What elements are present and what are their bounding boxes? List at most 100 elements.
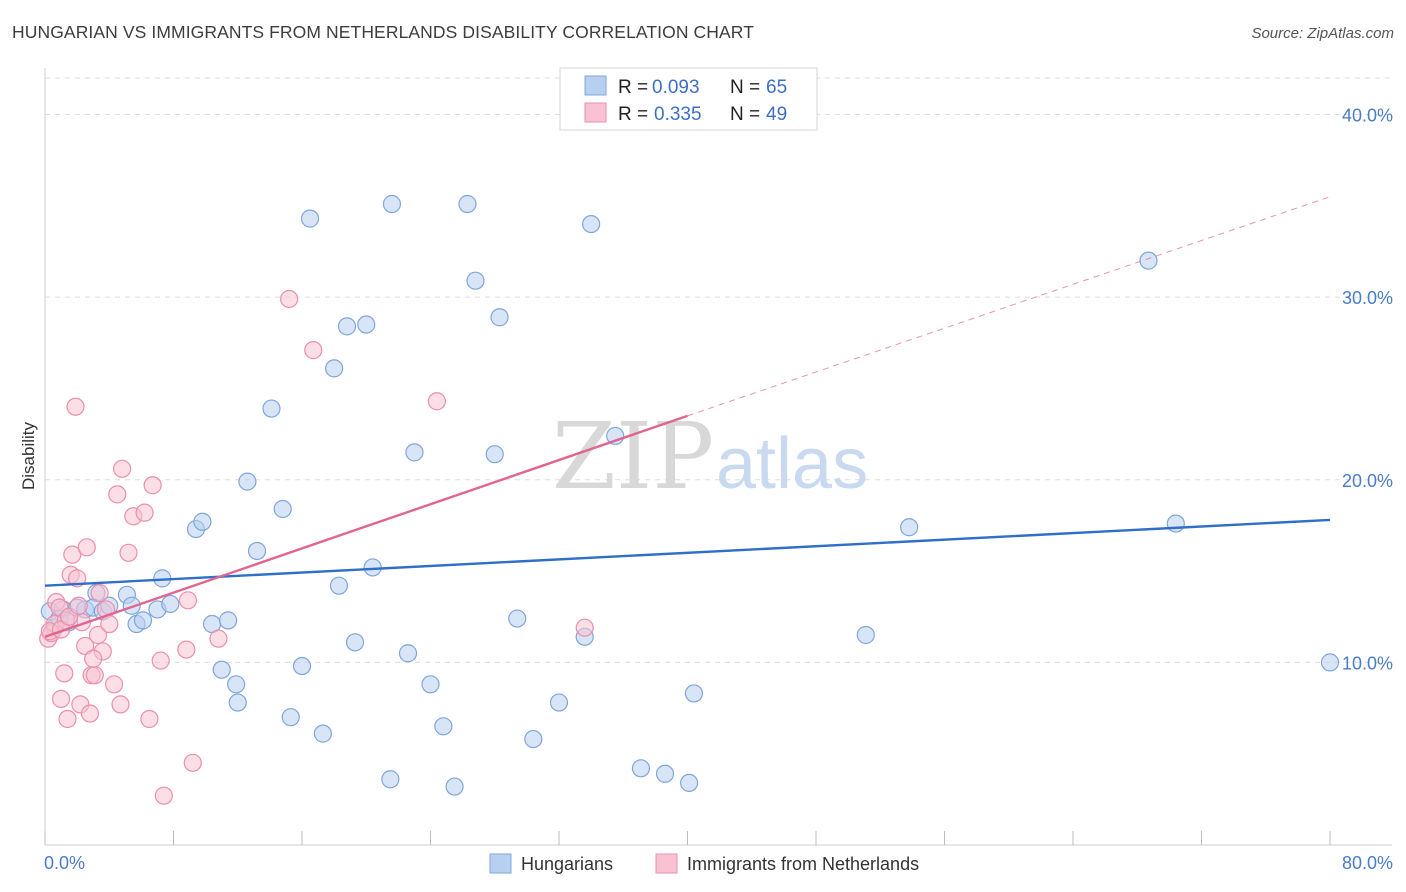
point-series0-59 (684, 684, 704, 703)
point-series1-15 (76, 636, 95, 656)
trend-line-netherlands (44, 414, 688, 638)
point-series0-31 (300, 209, 320, 228)
point-series1-37 (178, 591, 198, 610)
point-series0-36 (345, 633, 365, 652)
point-series0-35 (337, 317, 357, 336)
point-series1-39 (209, 629, 228, 648)
legend-n-value-2: 49 (766, 104, 787, 125)
point-series1-31 (135, 503, 154, 522)
point-series1-10 (63, 545, 82, 564)
legend-n-value-1: 65 (766, 77, 787, 98)
point-series1-19 (85, 666, 104, 685)
y-tick-label-3: 40.0% (1342, 106, 1393, 126)
legend: R = 0.093 N = 65 R = 0.335 N = 49 (559, 67, 818, 131)
point-series1-35 (151, 651, 170, 670)
y-tick-label-0: 10.0% (1342, 653, 1393, 673)
legend-n-label-1: N = (730, 77, 760, 98)
legend-r-label-1: R = (618, 77, 648, 98)
point-series0-47 (466, 271, 485, 290)
y-tick-label-2: 30.0% (1342, 288, 1393, 308)
point-series1-29 (119, 543, 138, 562)
point-series1-17 (80, 704, 100, 723)
point-series0-28 (273, 499, 292, 519)
point-series0-24 (228, 693, 247, 712)
point-series1-27 (111, 695, 130, 714)
watermark-atlas: atlas (716, 424, 868, 504)
point-series0-23 (227, 675, 246, 694)
point-series0-45 (445, 777, 464, 796)
y-axis-title: Disability (19, 421, 38, 490)
legend-n-label-2: N = (730, 104, 760, 125)
point-series0-52 (549, 693, 569, 712)
point-series1-25 (104, 675, 124, 694)
point-series0-54 (582, 214, 601, 234)
point-series0-14 (133, 611, 153, 630)
x-tick-label-0: 0.0% (44, 853, 85, 873)
point-series0-60 (856, 625, 875, 645)
legend-r-value-2: 0.335 (654, 104, 702, 125)
point-series1-33 (143, 476, 162, 495)
point-series1-34 (154, 786, 173, 805)
watermark-zip: ZIP (552, 403, 714, 510)
y-tick-label-1: 20.0% (1342, 471, 1393, 491)
point-series0-39 (381, 770, 400, 789)
point-series0-50 (508, 609, 527, 628)
chart-source: Source: ZipAtlas.com (1251, 25, 1394, 42)
tick-labels: 10.0% 20.0% 30.0% 40.0% 0.0% 80.0% (44, 106, 1393, 873)
point-series1-43 (575, 618, 594, 637)
point-series0-32 (313, 724, 332, 743)
point-series0-63 (1166, 514, 1185, 533)
legend-swatch-hungarians (584, 75, 607, 96)
point-series0-46 (458, 194, 477, 214)
point-series1-41 (304, 341, 323, 360)
point-series1-21 (90, 583, 109, 603)
chart-title: HUNGARIAN VS IMMIGRANTS FROM NETHERLANDS… (12, 22, 754, 42)
point-series0-44 (434, 717, 453, 736)
point-series0-21 (212, 660, 231, 679)
bottom-legend-label-hungarians: Hungarians (521, 854, 613, 874)
point-series0-48 (485, 445, 504, 464)
point-series0-19 (193, 512, 212, 531)
legend-r-label-2: R = (618, 104, 648, 125)
point-series1-26 (108, 485, 127, 504)
bottom-legend-swatch-hungarians (489, 853, 512, 874)
point-series1-8 (58, 709, 77, 729)
point-series0-42 (405, 443, 424, 462)
point-series1-20 (88, 625, 108, 645)
point-series1-11 (66, 397, 85, 416)
point-series1-16 (77, 538, 96, 557)
point-series0-58 (680, 773, 699, 793)
point-series1-32 (140, 709, 159, 729)
bottom-legend-label-netherlands: Immigrants from Netherlands (687, 854, 919, 874)
point-series1-36 (177, 640, 196, 659)
point-series0-30 (292, 656, 312, 676)
point-series1-42 (427, 392, 447, 411)
point-series1-38 (183, 753, 202, 772)
point-series0-61 (900, 518, 919, 537)
point-series0-41 (398, 644, 418, 663)
data-points (39, 194, 1340, 805)
bottom-legend: Hungarians Immigrants from Netherlands (489, 853, 919, 874)
point-series1-48 (84, 649, 103, 668)
legend-swatch-netherlands (584, 102, 607, 123)
axes (44, 68, 1392, 846)
point-series1-40 (280, 289, 299, 309)
point-series0-33 (325, 359, 344, 378)
point-series0-29 (281, 708, 300, 727)
trend-lines (44, 196, 1331, 638)
point-series0-51 (524, 729, 543, 749)
point-series0-64 (1320, 653, 1340, 672)
point-series0-25 (238, 472, 257, 491)
bottom-legend-swatch-netherlands (655, 853, 678, 874)
trend-line-netherlands-extension (687, 196, 1331, 417)
point-series0-27 (262, 399, 281, 418)
point-series0-57 (655, 764, 675, 783)
x-tick-label-1: 80.0% (1342, 853, 1393, 873)
point-series0-62 (1139, 251, 1158, 270)
point-series1-28 (112, 459, 132, 478)
point-series0-37 (357, 315, 376, 334)
point-series0-43 (421, 675, 440, 694)
point-series1-6 (55, 664, 74, 683)
point-series1-5 (51, 689, 71, 709)
